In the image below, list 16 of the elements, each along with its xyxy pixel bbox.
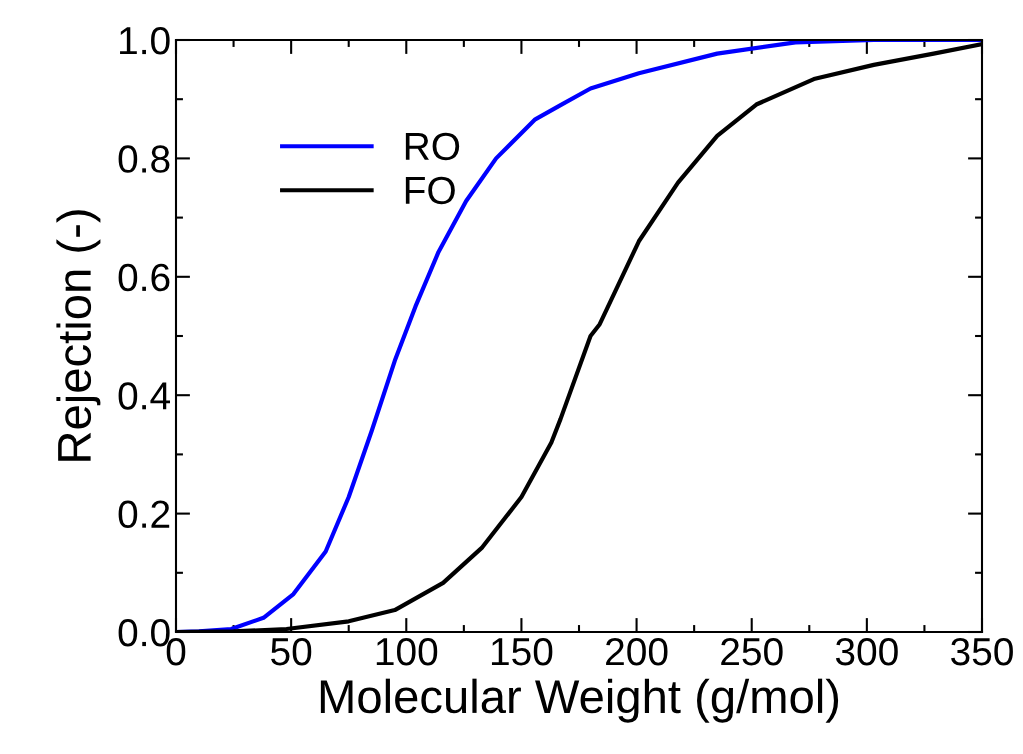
legend-label: RO (405, 132, 460, 161)
y-tick-label: 1.0 (120, 26, 170, 55)
y-tick-label: 0.6 (118, 263, 170, 292)
y-axis-title: Rejection (-) (56, 210, 101, 461)
x-tick-label: 50 (271, 637, 312, 666)
x-tick-label: 300 (835, 637, 898, 666)
y-tick-label: 0.2 (118, 500, 170, 529)
x-tick-label: 200 (606, 637, 668, 666)
x-tick-label: 250 (721, 637, 783, 666)
x-axis-title: Molecular Weight (g/mol) (320, 678, 839, 723)
y-tick-label: 0.4 (118, 382, 171, 410)
x-tick-label: 100 (376, 637, 438, 666)
x-tick-label: 150 (491, 637, 553, 666)
x-tick-label: 350 (951, 637, 1013, 666)
legend-label: FO (405, 176, 455, 205)
y-tick-label: 0.8 (118, 145, 170, 173)
